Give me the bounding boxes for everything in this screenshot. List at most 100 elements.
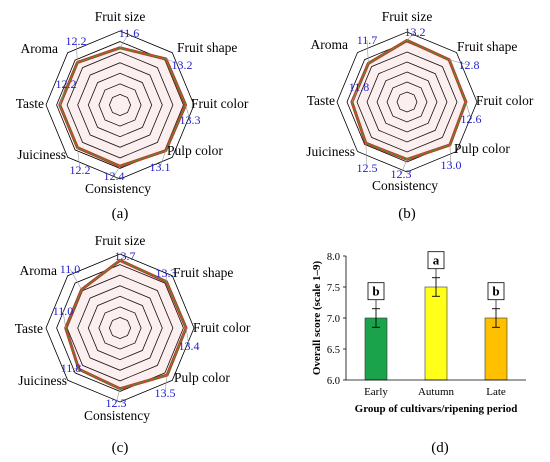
grid-ring — [66, 51, 174, 159]
data-label: 12.2 — [70, 163, 91, 177]
leader-line — [62, 310, 66, 329]
data-label: 11.6 — [119, 26, 140, 40]
grid-ring — [98, 306, 142, 350]
grid-ring — [376, 71, 438, 133]
x-axis-title: Group of cultivars/ripening period — [355, 403, 518, 415]
axis-label: Pulp color — [167, 143, 223, 158]
leader-line — [119, 255, 126, 261]
axis-label: Fruit shape — [177, 40, 237, 55]
grid-ring — [366, 61, 448, 143]
grid-ring — [98, 83, 142, 127]
grid-ring — [108, 316, 132, 340]
axis-label: Fruit shape — [173, 265, 233, 280]
axis-label: Taste — [307, 93, 335, 108]
grid-ring — [56, 264, 184, 392]
radar-panel-3: 13.7 13.3 13.4 13.5 12.3 11.8 11.0 11.0 Fruit si… — [15, 233, 251, 456]
leader-line — [400, 159, 408, 175]
leader-line — [70, 367, 79, 370]
y-tick-label: 8.0 — [327, 252, 340, 263]
leader-line — [366, 39, 369, 64]
axis-label: Pulp color — [454, 141, 510, 156]
leader-line — [165, 58, 183, 66]
data-label: 12.8 — [459, 58, 480, 72]
axis-label: Fruit color — [193, 320, 251, 335]
leader-line — [351, 86, 360, 103]
grid-ring — [45, 253, 195, 403]
radar-panel-1: 11.6 13.2 13.3 13.1 12.4 12.2 12.2 12.2 Fruit si… — [16, 9, 249, 222]
axis-label: Fruit size — [95, 233, 146, 248]
data-label: 13.5 — [155, 386, 176, 400]
grid-ring — [87, 295, 153, 361]
data-label: 13.3 — [156, 266, 177, 280]
axis-label: Aroma — [21, 41, 59, 56]
data-label: 13.2 — [405, 25, 426, 39]
data-label: 12.4 — [104, 169, 125, 183]
panel-label: (b) — [398, 206, 416, 222]
bar-panel: 6.0 6.5 7.0 7.5 8.0 b Early a Autumn b Late Group o… — [311, 251, 526, 456]
leader-line — [185, 104, 191, 121]
data-label: 13.3 — [180, 113, 201, 127]
axis-label: Consistency — [85, 181, 151, 196]
panel-label: (c) — [112, 440, 129, 456]
significance-letter: b — [492, 284, 499, 299]
radar-panel-2: 13.2 12.8 12.6 13.0 12.3 12.5 11.8 11.7 Fruit si… — [306, 9, 534, 222]
data-label: 11.0 — [60, 262, 81, 276]
letter-box — [487, 282, 505, 301]
leader-line — [449, 59, 470, 66]
panel-label: (d) — [431, 440, 449, 456]
axis-label: Fruit color — [476, 93, 534, 108]
axis-label: Fruit shape — [457, 39, 517, 54]
axis-label: Fruit color — [191, 96, 249, 111]
leader-line — [75, 40, 78, 63]
data-label: 12.2 — [56, 77, 77, 91]
axis-label: Consistency — [84, 408, 150, 423]
y-tick-label: 7.5 — [327, 283, 340, 294]
y-tick-label: 6.0 — [327, 376, 340, 387]
axis-label: Fruit size — [95, 9, 146, 24]
axis-label: Pulp color — [174, 370, 230, 385]
axis-label: Fruit size — [382, 9, 433, 24]
significance-letter: a — [433, 253, 440, 268]
leader-line — [406, 31, 416, 41]
leader-line — [77, 147, 81, 171]
data-label: 11.8 — [349, 80, 370, 94]
axis-label: Consistency — [372, 178, 438, 193]
leader-line — [69, 268, 82, 290]
grid-ring — [87, 72, 153, 138]
x-tick-label: Early — [364, 386, 388, 398]
y-tick-label: 7.0 — [327, 314, 340, 325]
letter-box — [427, 251, 445, 270]
data-label: 11.8 — [61, 361, 82, 375]
y-axis-title: Overall score (scale 1–9) — [311, 260, 323, 375]
axis-label: Aroma — [311, 37, 349, 52]
data-label: 13.2 — [172, 58, 193, 72]
axis-label: Taste — [15, 321, 43, 336]
leader-line — [449, 144, 452, 166]
grid-ring — [396, 91, 418, 113]
data-label: 11.7 — [357, 33, 378, 47]
leader-line — [365, 143, 368, 169]
axis-label: Juiciness — [18, 373, 67, 388]
grid-ring — [336, 31, 478, 173]
data-label: 12.5 — [357, 161, 378, 175]
data-label: 11.0 — [53, 304, 74, 318]
data-label: 12.6 — [461, 112, 482, 126]
x-tick-label: Late — [486, 386, 506, 398]
axis-label: Juiciness — [17, 147, 66, 162]
data-label: 12.3 — [391, 167, 412, 181]
data-label: 13.1 — [150, 160, 171, 174]
leader-line — [113, 166, 121, 177]
leader-line — [159, 150, 166, 168]
data-label: 12.3 — [106, 396, 127, 410]
leader-line — [115, 388, 121, 404]
leader-line — [59, 83, 67, 106]
bar — [424, 286, 448, 381]
significance-letter: b — [372, 284, 379, 299]
leader-line — [185, 327, 190, 347]
axis-label: Taste — [16, 96, 44, 111]
grid-ring — [77, 285, 163, 371]
panel-label: (a) — [112, 206, 129, 222]
axis-label: Juiciness — [306, 144, 355, 159]
leader-line — [164, 375, 168, 394]
grid-ring — [45, 30, 195, 180]
